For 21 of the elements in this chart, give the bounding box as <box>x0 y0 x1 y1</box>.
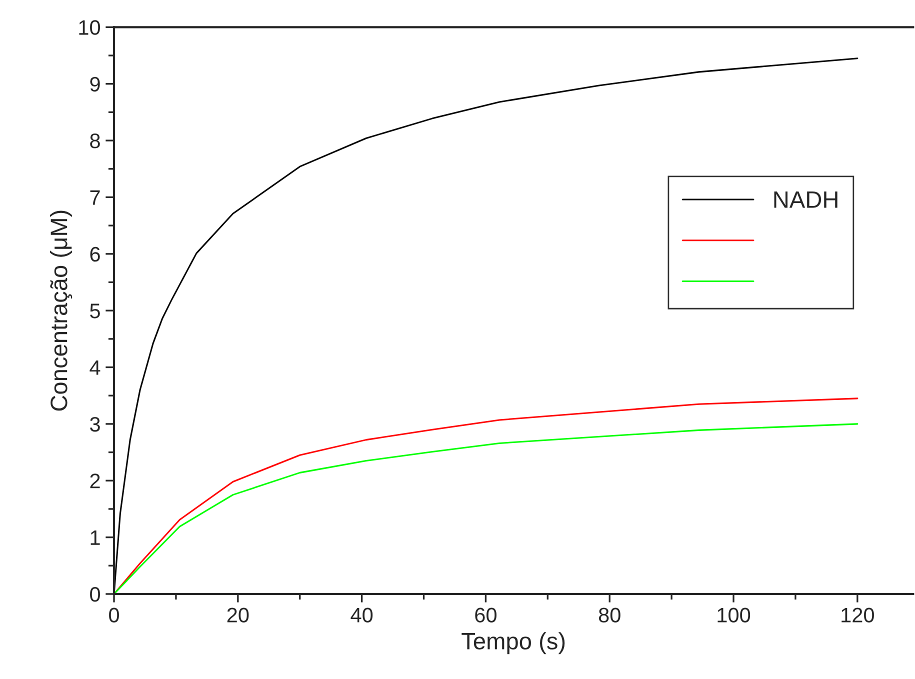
x-tick-label: 0 <box>109 608 119 622</box>
y-axis-title: Concentração (μM) <box>50 210 72 411</box>
y-tick-label: 3 <box>90 416 100 432</box>
y-tick-label: 7 <box>90 190 100 205</box>
y-tick-label: 0 <box>90 586 100 602</box>
y-tick-label: 9 <box>90 76 100 92</box>
x-axis-title: Tempo (s) <box>462 632 565 654</box>
x-tick-label: 60 <box>475 608 496 622</box>
x-tick-label: 120 <box>842 608 874 622</box>
x-tick-label: 100 <box>718 608 750 622</box>
x-tick-label: 80 <box>598 608 620 622</box>
y-tick-label: 4 <box>90 360 100 375</box>
y-tick-label: 2 <box>90 474 100 488</box>
y-tick-label: 5 <box>90 304 100 318</box>
y-tick-label: 10 <box>79 20 100 35</box>
x-tick-label: 20 <box>227 608 249 622</box>
x-tick-label: 40 <box>350 608 373 622</box>
y-tick-label: 8 <box>90 134 100 148</box>
y-tick-label: 6 <box>90 246 100 262</box>
y-tick-label: 1 <box>90 530 100 545</box>
legend-label: NADH <box>774 192 838 208</box>
